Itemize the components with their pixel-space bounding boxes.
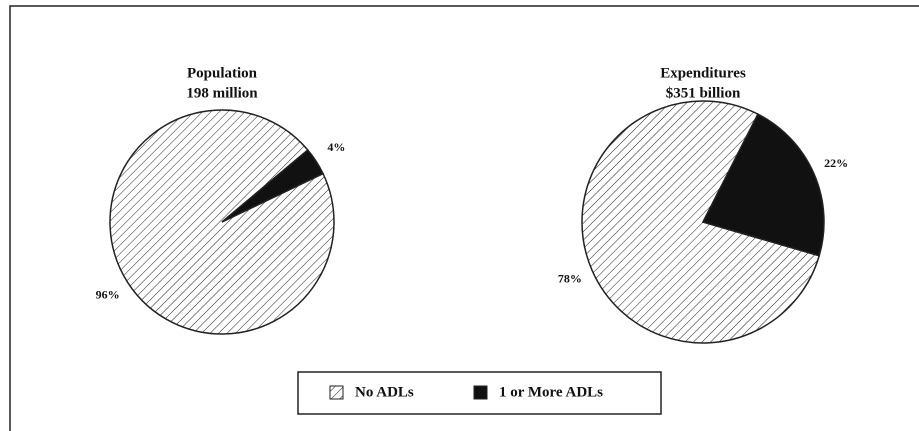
value-label: 4% [327, 140, 345, 154]
pie-slice [581, 100, 821, 344]
value-label: 96% [96, 287, 120, 301]
chart-subtitle: 198 million [186, 85, 258, 101]
legend-swatch [329, 385, 344, 400]
value-label: 78% [558, 271, 582, 285]
chart-subtitle: $351 billion [666, 85, 741, 101]
chart-title: Population [187, 65, 258, 81]
legend-label: No ADLs [355, 384, 414, 400]
legend-label: 1 or More ADLs [499, 384, 603, 400]
value-label: 22% [824, 156, 848, 170]
legend-swatch [473, 385, 488, 400]
frame [9, 5, 919, 431]
pie-slice [221, 148, 325, 223]
chart-title: Expenditures [660, 65, 746, 81]
pie-slice [701, 113, 825, 257]
